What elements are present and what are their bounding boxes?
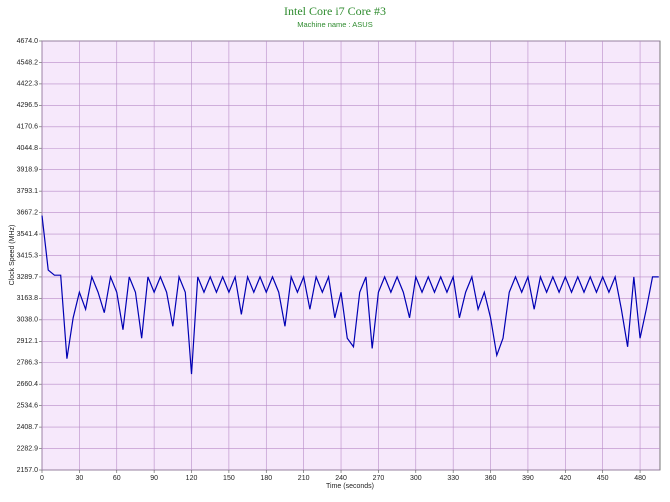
x-tick-label: 360 bbox=[485, 475, 497, 482]
y-tick-label: 2912.1 bbox=[17, 338, 39, 345]
y-tick-label: 4548.2 bbox=[17, 59, 39, 66]
x-tick-label: 150 bbox=[223, 475, 235, 482]
y-tick-label: 2534.6 bbox=[17, 402, 39, 409]
x-tick-label: 300 bbox=[410, 475, 422, 482]
y-tick-label: 4674.0 bbox=[17, 38, 39, 45]
y-tick-label: 4044.8 bbox=[17, 145, 39, 152]
x-tick-label: 240 bbox=[335, 475, 347, 482]
x-tick-label: 90 bbox=[150, 475, 158, 482]
x-tick-label: 180 bbox=[260, 475, 272, 482]
y-tick-label: 2786.3 bbox=[17, 360, 39, 367]
y-tick-label: 4170.6 bbox=[17, 124, 39, 131]
y-tick-label: 3289.7 bbox=[17, 274, 39, 281]
chart-subtitle: Machine name : ASUS bbox=[297, 20, 372, 29]
data-line bbox=[41, 215, 659, 375]
chart-title: Intel Core i7 Core #3 bbox=[284, 4, 386, 18]
y-axis-label: Clock Speed (MHz) bbox=[9, 225, 16, 286]
x-tick-label: 210 bbox=[298, 475, 310, 482]
x-tick-label: 480 bbox=[634, 475, 646, 482]
y-tick-label: 4296.5 bbox=[17, 102, 39, 109]
x-tick-label: 330 bbox=[447, 475, 459, 482]
x-tick-label: 120 bbox=[186, 475, 198, 482]
y-tick-label: 3541.4 bbox=[17, 231, 39, 238]
y-tick-label: 2282.9 bbox=[17, 445, 39, 452]
y-tick-label: 3038.0 bbox=[17, 317, 39, 324]
x-tick-label: 60 bbox=[113, 475, 121, 482]
x-tick-label: 390 bbox=[522, 475, 534, 482]
y-tick-label: 3918.9 bbox=[17, 167, 39, 174]
x-tick-label: 270 bbox=[373, 475, 385, 482]
y-tick-label: 3415.3 bbox=[17, 252, 39, 259]
x-tick-label: 0 bbox=[40, 475, 44, 482]
y-tick-label: 3163.8 bbox=[17, 295, 39, 302]
y-tick-label: 2408.7 bbox=[17, 424, 39, 431]
y-tick-label: 4422.3 bbox=[17, 81, 39, 88]
y-tick-label: 2157.0 bbox=[17, 467, 39, 474]
y-tick-label: 2660.4 bbox=[17, 381, 39, 388]
x-tick-label: 30 bbox=[75, 475, 83, 482]
x-axis-label: Time (seconds) bbox=[326, 483, 374, 490]
y-tick-label: 3667.2 bbox=[17, 209, 39, 216]
y-tick-label: 3793.1 bbox=[17, 188, 39, 195]
x-tick-label: 450 bbox=[597, 475, 609, 482]
x-tick-label: 420 bbox=[559, 475, 571, 482]
